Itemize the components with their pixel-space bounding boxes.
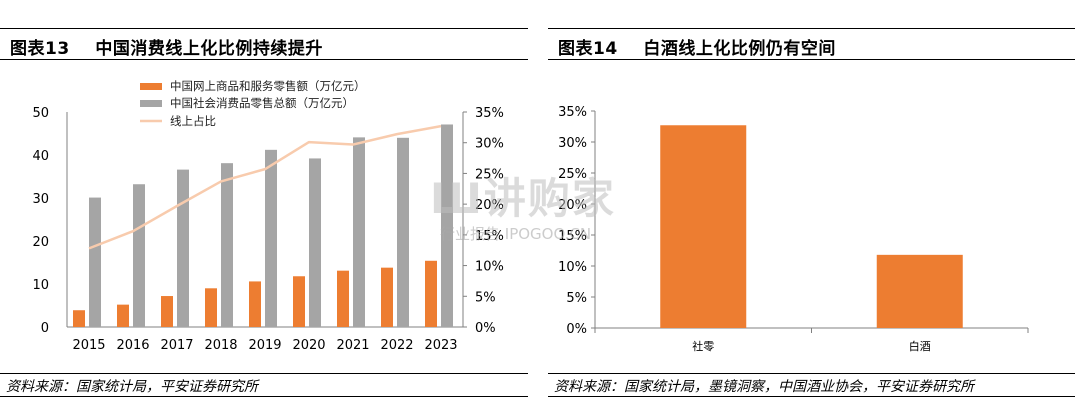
legend-label-total: 中国社会消费品零售总额（万亿元）	[170, 96, 354, 110]
right-bar-chart: 0% 5% 10% 15% 20% 25% 30% 35% 社零 白酒	[558, 105, 1029, 353]
bar-total-retail	[309, 158, 321, 327]
bar-online-sales	[73, 310, 85, 327]
left-chart-panel: 图表13 中国消费线上化比例持续提升 0 10 20 30 40 50 0% 5% 10% 15%…	[0, 0, 528, 409]
bar-online-sales	[381, 267, 393, 327]
y-right-tick-label: 10%	[475, 260, 504, 275]
x-tick-label: 2019	[248, 338, 281, 353]
legend-label-ratio: 线上占比	[170, 114, 216, 128]
bar-total-retail	[397, 137, 409, 327]
x-tick-label: 2016	[116, 338, 149, 353]
y-tick-label: 30%	[558, 136, 587, 151]
bar-total-retail	[441, 124, 453, 327]
left-chart-title: 图表13 中国消费线上化比例持续提升	[10, 39, 323, 59]
y-left-tick-label: 30	[32, 192, 49, 207]
y-right-tick-label: 35%	[475, 106, 504, 121]
x-tick-label: 2023	[424, 338, 457, 353]
y-tick-label: 35%	[558, 105, 587, 120]
bar-online-sales	[425, 260, 437, 327]
bar-online-ratio	[660, 125, 747, 328]
y-tick-label: 0%	[566, 322, 587, 337]
bar-online-sales	[161, 296, 173, 327]
legend-swatch-total	[140, 100, 162, 107]
left-combo-chart: 0 10 20 30 40 50 0% 5% 10% 15% 20% 25% 30% 35% 2015 201…	[32, 79, 504, 353]
bar-online-sales	[117, 304, 129, 327]
x-tick-label: 2017	[160, 338, 193, 353]
y-right-tick-label: 5%	[475, 290, 496, 305]
bar-online-sales	[205, 288, 217, 327]
y-tick-label: 25%	[558, 167, 587, 182]
right-title-bar: 图表14 白酒线上化比例仍有空间	[548, 28, 1075, 60]
bar-total-retail	[353, 137, 365, 327]
legend-swatch-online	[140, 83, 162, 90]
x-tick-label: 2018	[204, 338, 237, 353]
bar-online-sales	[293, 276, 305, 327]
y-tick-label: 5%	[566, 291, 587, 306]
y-tick-label: 20%	[558, 198, 587, 213]
y-right-tick-label: 30%	[475, 137, 504, 152]
y-left-tick-label: 50	[32, 106, 49, 121]
y-right-tick-label: 15%	[475, 229, 504, 244]
left-source-text: 资料来源：国家统计局，平安证券研究所	[6, 379, 258, 395]
line-online-ratio	[88, 124, 442, 250]
bar-total-retail	[265, 149, 277, 327]
x-tick-label: 2020	[292, 338, 325, 353]
right-chart-panel: 图表14 白酒线上化比例仍有空间 0% 5% 10% 15% 20% 25% 30% 35% 社…	[548, 0, 1075, 409]
y-left-tick-label: 40	[32, 149, 49, 164]
y-tick-label: 10%	[558, 260, 587, 275]
left-source-bar: 资料来源：国家统计局，平安证券研究所	[0, 373, 528, 397]
y-left-tick-label: 0	[41, 321, 49, 336]
left-title-bar: 图表13 中国消费线上化比例持续提升	[0, 28, 528, 60]
bar-total-retail	[133, 184, 145, 327]
right-chart-title: 图表14 白酒线上化比例仍有空间	[558, 39, 836, 59]
x-category-label: 白酒	[909, 339, 931, 353]
y-tick-label: 15%	[558, 229, 587, 244]
legend-label-online: 中国网上商品和服务零售额（万亿元）	[170, 79, 366, 93]
x-tick-label: 2015	[72, 338, 105, 353]
bar-online-sales	[337, 270, 349, 327]
right-source-bar: 资料来源：国家统计局，墨镜洞察，中国酒业协会，平安证券研究所	[548, 373, 1075, 397]
x-tick-label: 2022	[380, 338, 413, 353]
x-category-label: 社零	[692, 339, 714, 353]
y-left-tick-label: 10	[32, 278, 49, 293]
y-right-tick-label: 25%	[475, 167, 504, 182]
y-right-tick-label: 0%	[475, 321, 496, 336]
bar-total-retail	[221, 163, 233, 327]
y-left-tick-label: 20	[32, 235, 49, 250]
bar-online-ratio	[876, 254, 963, 328]
right-source-text: 资料来源：国家统计局，墨镜洞察，中国酒业协会，平安证券研究所	[554, 379, 974, 395]
bar-total-retail	[177, 169, 189, 327]
bar-total-retail	[89, 197, 101, 327]
bar-online-sales	[249, 281, 261, 327]
x-tick-label: 2021	[336, 338, 369, 353]
y-right-tick-label: 20%	[475, 198, 504, 213]
